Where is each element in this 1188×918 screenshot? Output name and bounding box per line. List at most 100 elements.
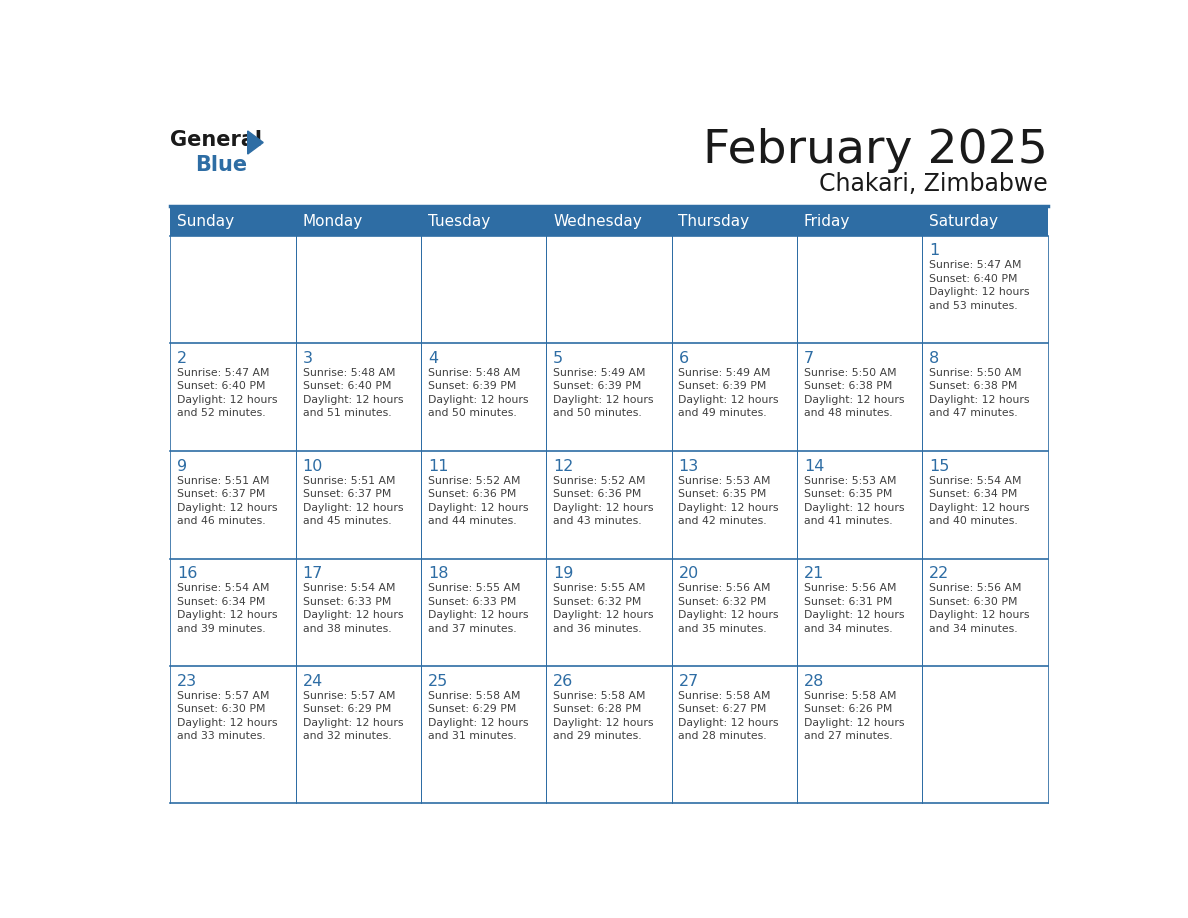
- Text: Sunrise: 5:54 AM: Sunrise: 5:54 AM: [303, 583, 394, 593]
- Bar: [797, 343, 922, 451]
- Text: Sunrise: 5:47 AM: Sunrise: 5:47 AM: [177, 368, 270, 378]
- Text: Sunset: 6:29 PM: Sunset: 6:29 PM: [303, 704, 391, 714]
- Text: Sunset: 6:33 PM: Sunset: 6:33 PM: [428, 597, 517, 607]
- Text: 23: 23: [177, 674, 197, 688]
- Text: Sunset: 6:26 PM: Sunset: 6:26 PM: [804, 704, 892, 714]
- Text: Sunrise: 5:55 AM: Sunrise: 5:55 AM: [554, 583, 645, 593]
- Text: and 34 minutes.: and 34 minutes.: [804, 623, 892, 633]
- Text: Sunset: 6:34 PM: Sunset: 6:34 PM: [177, 597, 266, 607]
- Bar: [170, 343, 296, 451]
- Text: Sunset: 6:37 PM: Sunset: 6:37 PM: [303, 489, 391, 499]
- Text: and 50 minutes.: and 50 minutes.: [428, 409, 517, 419]
- Text: Sunrise: 5:58 AM: Sunrise: 5:58 AM: [678, 691, 771, 701]
- Text: Sunset: 6:30 PM: Sunset: 6:30 PM: [929, 597, 1018, 607]
- Text: Sunset: 6:29 PM: Sunset: 6:29 PM: [428, 704, 517, 714]
- Text: General: General: [170, 130, 263, 151]
- Text: 18: 18: [428, 566, 448, 581]
- Text: Daylight: 12 hours: Daylight: 12 hours: [678, 395, 779, 405]
- Text: Sunset: 6:40 PM: Sunset: 6:40 PM: [929, 274, 1018, 284]
- Bar: [671, 236, 797, 343]
- Bar: [922, 343, 1048, 451]
- Text: 16: 16: [177, 566, 197, 581]
- Text: and 50 minutes.: and 50 minutes.: [554, 409, 642, 419]
- Text: Sunrise: 5:51 AM: Sunrise: 5:51 AM: [177, 476, 270, 486]
- Bar: [170, 451, 296, 559]
- Text: Sunset: 6:39 PM: Sunset: 6:39 PM: [678, 382, 767, 391]
- Text: Tuesday: Tuesday: [428, 214, 491, 229]
- Text: Sunrise: 5:58 AM: Sunrise: 5:58 AM: [554, 691, 645, 701]
- Text: Sunrise: 5:53 AM: Sunrise: 5:53 AM: [804, 476, 896, 486]
- Text: Daylight: 12 hours: Daylight: 12 hours: [929, 287, 1030, 297]
- Bar: [797, 559, 922, 666]
- Bar: [421, 666, 546, 774]
- Text: 6: 6: [678, 351, 689, 366]
- Bar: [421, 343, 546, 451]
- Bar: [296, 343, 421, 451]
- Text: Sunrise: 5:51 AM: Sunrise: 5:51 AM: [303, 476, 394, 486]
- Bar: [671, 666, 797, 774]
- Text: Sunset: 6:39 PM: Sunset: 6:39 PM: [428, 382, 517, 391]
- Text: Sunrise: 5:48 AM: Sunrise: 5:48 AM: [428, 368, 520, 378]
- Text: and 31 minutes.: and 31 minutes.: [428, 732, 517, 742]
- Text: Sunset: 6:40 PM: Sunset: 6:40 PM: [303, 382, 391, 391]
- Text: Sunrise: 5:52 AM: Sunrise: 5:52 AM: [428, 476, 520, 486]
- Bar: [797, 666, 922, 774]
- Bar: [170, 236, 296, 343]
- Text: Daylight: 12 hours: Daylight: 12 hours: [303, 395, 403, 405]
- Bar: [546, 559, 671, 666]
- Text: 5: 5: [554, 351, 563, 366]
- Text: 26: 26: [554, 674, 574, 688]
- Bar: [671, 451, 797, 559]
- Text: Daylight: 12 hours: Daylight: 12 hours: [428, 610, 529, 621]
- Bar: [922, 451, 1048, 559]
- Text: 2: 2: [177, 351, 188, 366]
- Text: Blue: Blue: [195, 155, 247, 174]
- Text: Sunrise: 5:48 AM: Sunrise: 5:48 AM: [303, 368, 394, 378]
- Text: 21: 21: [804, 566, 824, 581]
- Text: and 37 minutes.: and 37 minutes.: [428, 623, 517, 633]
- Bar: [170, 666, 296, 774]
- Text: 11: 11: [428, 459, 448, 474]
- Text: Daylight: 12 hours: Daylight: 12 hours: [678, 610, 779, 621]
- Text: and 45 minutes.: and 45 minutes.: [303, 516, 391, 526]
- Bar: [421, 451, 546, 559]
- Text: Sunset: 6:33 PM: Sunset: 6:33 PM: [303, 597, 391, 607]
- Text: and 52 minutes.: and 52 minutes.: [177, 409, 266, 419]
- Text: Daylight: 12 hours: Daylight: 12 hours: [303, 502, 403, 512]
- Text: Sunset: 6:34 PM: Sunset: 6:34 PM: [929, 489, 1017, 499]
- Text: Chakari, Zimbabwe: Chakari, Zimbabwe: [819, 172, 1048, 196]
- Text: Daylight: 12 hours: Daylight: 12 hours: [554, 610, 653, 621]
- Text: and 35 minutes.: and 35 minutes.: [678, 623, 767, 633]
- Text: 17: 17: [303, 566, 323, 581]
- Text: Saturday: Saturday: [929, 214, 998, 229]
- Text: Daylight: 12 hours: Daylight: 12 hours: [804, 502, 904, 512]
- Text: Daylight: 12 hours: Daylight: 12 hours: [804, 395, 904, 405]
- Text: Sunset: 6:36 PM: Sunset: 6:36 PM: [554, 489, 642, 499]
- Text: Daylight: 12 hours: Daylight: 12 hours: [804, 718, 904, 728]
- Bar: [797, 236, 922, 343]
- Text: and 33 minutes.: and 33 minutes.: [177, 732, 266, 742]
- Text: Monday: Monday: [303, 214, 362, 229]
- Text: Sunset: 6:35 PM: Sunset: 6:35 PM: [678, 489, 767, 499]
- Text: Daylight: 12 hours: Daylight: 12 hours: [678, 502, 779, 512]
- Polygon shape: [248, 131, 264, 154]
- Bar: [546, 666, 671, 774]
- Bar: [421, 236, 546, 343]
- Text: 13: 13: [678, 459, 699, 474]
- Bar: [546, 236, 671, 343]
- Text: 20: 20: [678, 566, 699, 581]
- Bar: [296, 559, 421, 666]
- Text: Sunrise: 5:58 AM: Sunrise: 5:58 AM: [804, 691, 896, 701]
- Text: Daylight: 12 hours: Daylight: 12 hours: [177, 610, 278, 621]
- Text: Sunset: 6:38 PM: Sunset: 6:38 PM: [929, 382, 1017, 391]
- Text: 4: 4: [428, 351, 438, 366]
- Bar: [546, 451, 671, 559]
- Text: Sunrise: 5:54 AM: Sunrise: 5:54 AM: [177, 583, 270, 593]
- Text: 1: 1: [929, 243, 940, 258]
- Text: and 47 minutes.: and 47 minutes.: [929, 409, 1018, 419]
- Bar: [922, 666, 1048, 774]
- Text: Sunrise: 5:56 AM: Sunrise: 5:56 AM: [804, 583, 896, 593]
- Text: Daylight: 12 hours: Daylight: 12 hours: [428, 718, 529, 728]
- Text: Sunrise: 5:56 AM: Sunrise: 5:56 AM: [678, 583, 771, 593]
- Text: Sunset: 6:38 PM: Sunset: 6:38 PM: [804, 382, 892, 391]
